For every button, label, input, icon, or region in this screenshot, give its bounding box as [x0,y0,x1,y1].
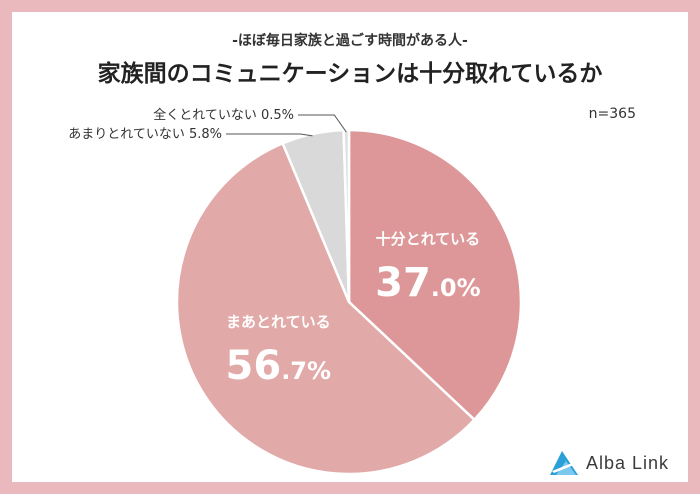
callout-leader-3 [226,133,313,137]
logo-text: Alba Link [586,452,670,473]
chart-title: 家族間のコミュニケーションは十分取れているか [97,61,603,87]
pie-slice-4 [342,128,351,303]
pie-slice-1 [347,128,523,422]
chart-subtitle: -ほぼ毎日家族と過ごす時間がある人- [232,33,468,49]
slice-label-1: 十分とれている [376,230,481,248]
callout-leader-4 [298,114,347,133]
alba-link-logo-icon [550,451,578,475]
slice-value-1: 37.0% [375,260,481,306]
alba-link-logo: Alba Link [548,449,669,477]
sample-size-label: n=365 [588,106,636,122]
slice-label-2: まあとれている [226,313,331,331]
callout-label-3: あまりとれていない 5.8% [68,127,222,142]
callout-label-4: 全くとれていない 0.5% [153,107,294,123]
slice-value-2: 56.7% [226,343,332,389]
pie-slice-2 [175,141,477,476]
